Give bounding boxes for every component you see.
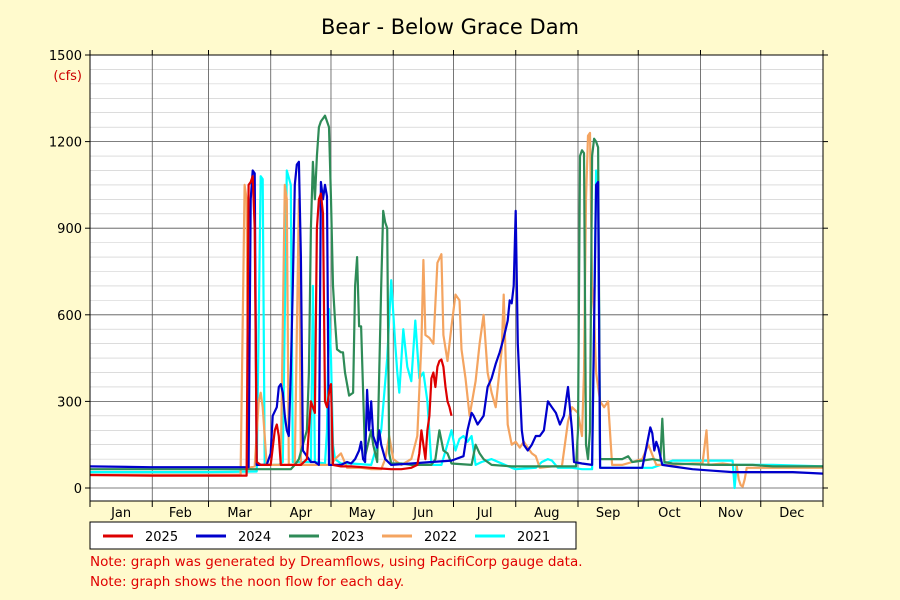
x-axis-ticks: Jan Feb Mar Apr May Jun Jul Aug Sep Oct Nov Dec [89,50,824,521]
month-label-nov: Nov [718,506,744,521]
legend-label-2025: 2025 [145,530,178,545]
y-tick-label: 0 [74,482,82,497]
series-line-2025 [89,175,453,477]
legend-label-2024: 2024 [238,530,271,545]
plot-area [90,55,823,501]
y-tick-label: 300 [57,395,82,410]
month-label-dec: Dec [779,506,804,521]
notes: Note: graph was generated by Dreamflows,… [90,552,583,592]
legend-label-2021: 2021 [517,530,550,545]
note-source: Note: graph was generated by Dreamflows,… [90,554,583,570]
month-label-aug: Aug [534,506,559,521]
y-axis-ticks: 0 300 600 900 1200 1500 [49,49,828,497]
series-line-2024 [89,160,824,475]
plot-frame [89,54,824,502]
legend-label-2023: 2023 [331,530,364,545]
y-tick-label: 600 [57,309,82,324]
y-tick-label: 900 [57,222,82,237]
month-label-jan: Jan [110,506,131,521]
month-label-mar: Mar [227,506,252,521]
series-lines [89,114,824,490]
month-label-sep: Sep [596,506,621,521]
y-tick-label: 1200 [49,136,82,151]
note-noon-flow: Note: graph shows the noon flow for each… [90,574,405,590]
y-tick-label: 1500 [49,49,82,64]
month-label-apr: Apr [290,506,313,521]
y-unit-label: (cfs) [53,69,82,84]
legend: 2025 2024 2023 2022 2021 [89,521,577,550]
month-label-jun: Jun [412,506,433,521]
month-label-may: May [349,506,376,521]
month-label-jul: Jul [476,506,493,521]
month-label-oct: Oct [658,506,680,521]
legend-label-2022: 2022 [424,530,457,545]
chart-title: Bear - Below Grace Dam [321,15,579,39]
month-label-feb: Feb [169,506,192,521]
